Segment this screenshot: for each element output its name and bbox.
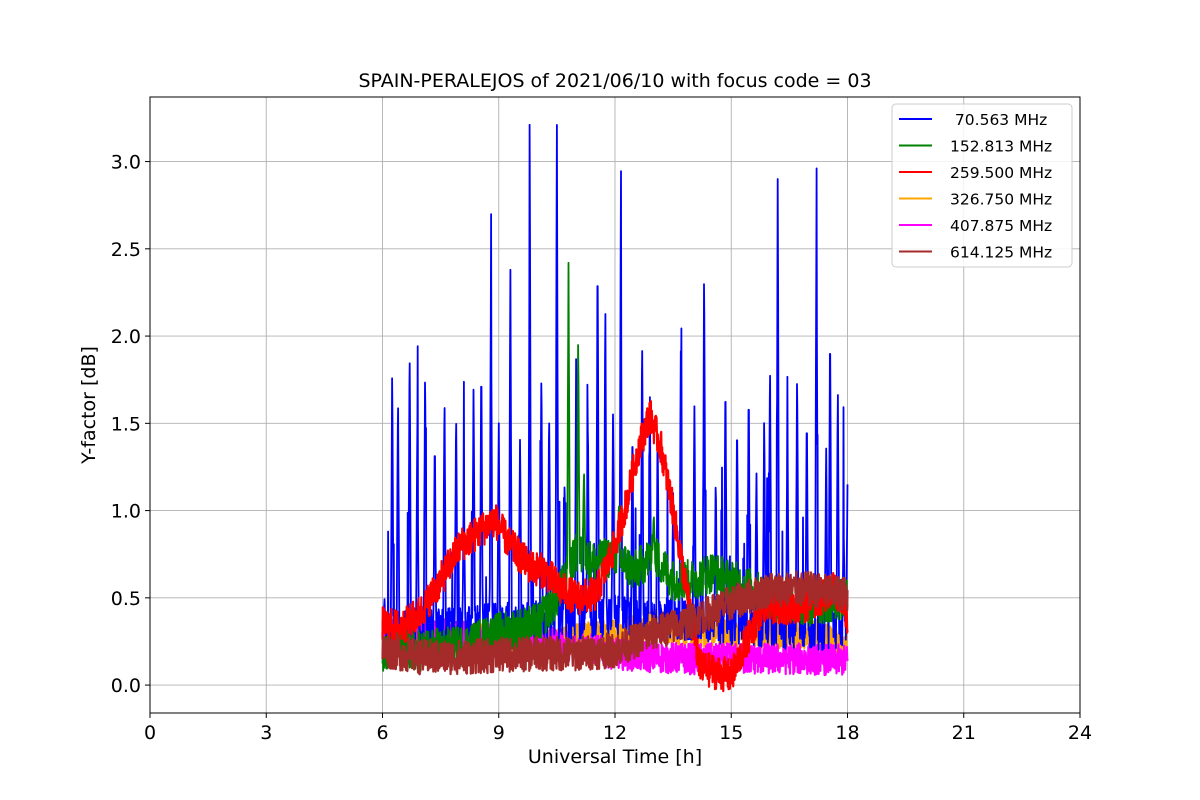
x-tick-label: 15 xyxy=(719,722,743,744)
x-tick-label: 24 xyxy=(1068,722,1092,744)
y-tick-label: 0.5 xyxy=(111,588,141,610)
legend-entry-label: 259.500 MHz xyxy=(950,164,1052,182)
x-tick-label: 18 xyxy=(835,722,859,744)
x-tick-label: 9 xyxy=(493,722,505,744)
y-tick-label: 3.0 xyxy=(111,152,141,174)
x-tick-label: 21 xyxy=(952,722,976,744)
x-tick-label: 3 xyxy=(260,722,272,744)
legend-entry-label: 152.813 MHz xyxy=(950,138,1052,156)
y-tick-label: 1.5 xyxy=(111,413,141,435)
y-tick-label: 2.5 xyxy=(111,239,141,261)
x-tick-label: 12 xyxy=(603,722,627,744)
y-axis-label: Y-factor [dB] xyxy=(78,346,100,465)
legend-entry-label: 407.875 MHz xyxy=(950,217,1052,235)
series-layer xyxy=(381,123,849,693)
legend-entry-label: 326.750 MHz xyxy=(950,191,1052,209)
y-tick-label: 2.0 xyxy=(111,326,141,348)
legend-entry-label: 70.563 MHz xyxy=(950,111,1047,129)
x-axis-ticks: 0 3 6 9 12 15 18 21 24 xyxy=(144,713,1092,744)
series-line-70-563-mhz xyxy=(381,123,849,654)
legend: 70.563 MHz 152.813 MHz 259.500 MHz 326.750 … xyxy=(891,103,1073,268)
y-axis-ticks: 0.0 0.5 1.0 1.5 2.0 2.5 3.0 xyxy=(111,152,150,697)
x-tick-label: 6 xyxy=(376,722,388,744)
legend-entry-label: 614.125 MHz xyxy=(950,244,1052,262)
chart-title: SPAIN-PERALEJOS of 2021/06/10 with focus… xyxy=(358,70,871,92)
legend-box xyxy=(891,103,1073,268)
x-tick-label: 0 xyxy=(144,722,156,744)
y-tick-label: 0.0 xyxy=(111,675,141,697)
y-tick-label: 1.0 xyxy=(111,501,141,523)
series-line-614-125-mhz xyxy=(381,570,849,676)
x-axis-label: Universal Time [h] xyxy=(528,746,702,768)
series-line-259-500-mhz xyxy=(381,400,849,693)
